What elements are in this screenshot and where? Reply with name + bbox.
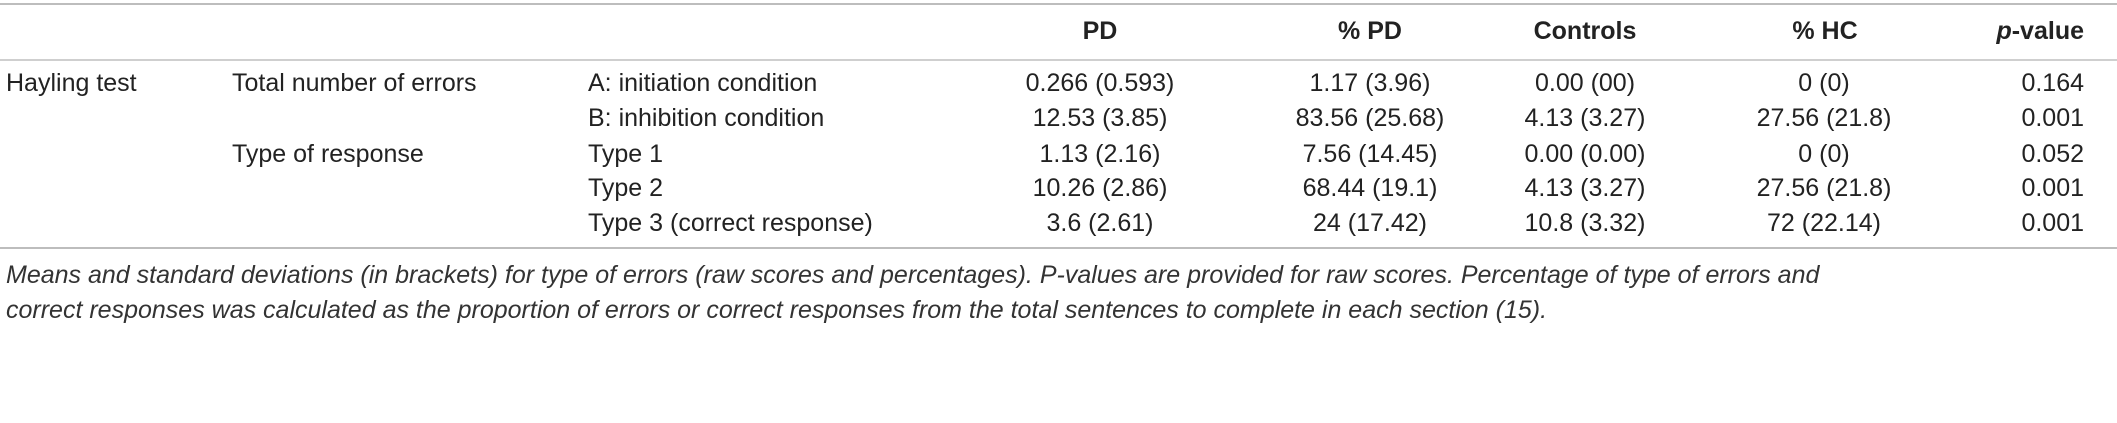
row-condition: A: initiation condition <box>588 69 818 97</box>
row-condition: B: inhibition condition <box>588 104 825 132</box>
row-pct-pd: 68.44 (19.1) <box>1302 174 1438 202</box>
row-controls: 10.8 (3.32) <box>1524 209 1646 237</box>
row-controls: 0.00 (0.00) <box>1524 140 1646 168</box>
row-pct-pd: 24 (17.42) <box>1313 209 1427 237</box>
table-footnote: Means and standard deviations (in bracke… <box>6 258 2106 328</box>
row-pd: 12.53 (3.85) <box>1032 104 1168 132</box>
row-pct-pd: 7.56 (14.45) <box>1302 140 1438 168</box>
header-controls: Controls <box>1533 17 1637 45</box>
header-p-suffix: -value <box>2011 17 2084 45</box>
row-pct-hc: 27.56 (21.8) <box>1756 174 1892 202</box>
row-pct-hc: 72 (22.14) <box>1767 209 1881 237</box>
row-pd: 1.13 (2.16) <box>1039 140 1161 168</box>
row-controls: 4.13 (3.27) <box>1524 174 1646 202</box>
header-pct-pd: % PD <box>1338 17 1402 45</box>
row-measure: Total number of errors <box>232 69 477 97</box>
header-p-italic: p <box>1996 17 2012 45</box>
row-test-name: Hayling test <box>6 69 137 97</box>
table-bottom-rule <box>0 247 2117 249</box>
row-pct-pd: 83.56 (25.68) <box>1295 104 1445 132</box>
row-condition: Type 2 <box>588 174 664 202</box>
row-p-value: 0.052 <box>2021 140 2084 168</box>
row-condition: Type 1 <box>588 140 664 168</box>
row-pd: 0.266 (0.593) <box>1025 69 1175 97</box>
row-controls: 0.00 (00) <box>1534 69 1636 97</box>
row-pct-hc: 27.56 (21.8) <box>1756 104 1892 132</box>
footnote-line-1: Means and standard deviations (in bracke… <box>6 261 1820 289</box>
header-pd: PD <box>1082 17 1118 45</box>
row-condition: Type 3 (correct response) <box>588 209 873 237</box>
header-pct-hc: % HC <box>1792 17 1858 45</box>
row-p-value: 0.001 <box>2021 174 2084 202</box>
table-header-rule <box>0 59 2117 61</box>
row-measure: Type of response <box>232 140 424 168</box>
row-p-value: 0.001 <box>2021 104 2084 132</box>
row-pd: 3.6 (2.61) <box>1046 209 1154 237</box>
row-p-value: 0.164 <box>2021 69 2084 97</box>
table-top-rule <box>0 3 2117 5</box>
row-p-value: 0.001 <box>2021 209 2084 237</box>
row-pct-hc: 0 (0) <box>1798 69 1850 97</box>
row-pd: 10.26 (2.86) <box>1032 174 1168 202</box>
row-pct-pd: 1.17 (3.96) <box>1309 69 1431 97</box>
header-p-value: p-value <box>1996 15 2084 47</box>
row-pct-hc: 0 (0) <box>1798 140 1850 168</box>
row-controls: 4.13 (3.27) <box>1524 104 1646 132</box>
footnote-line-2: correct responses was calculated as the … <box>6 296 1548 324</box>
